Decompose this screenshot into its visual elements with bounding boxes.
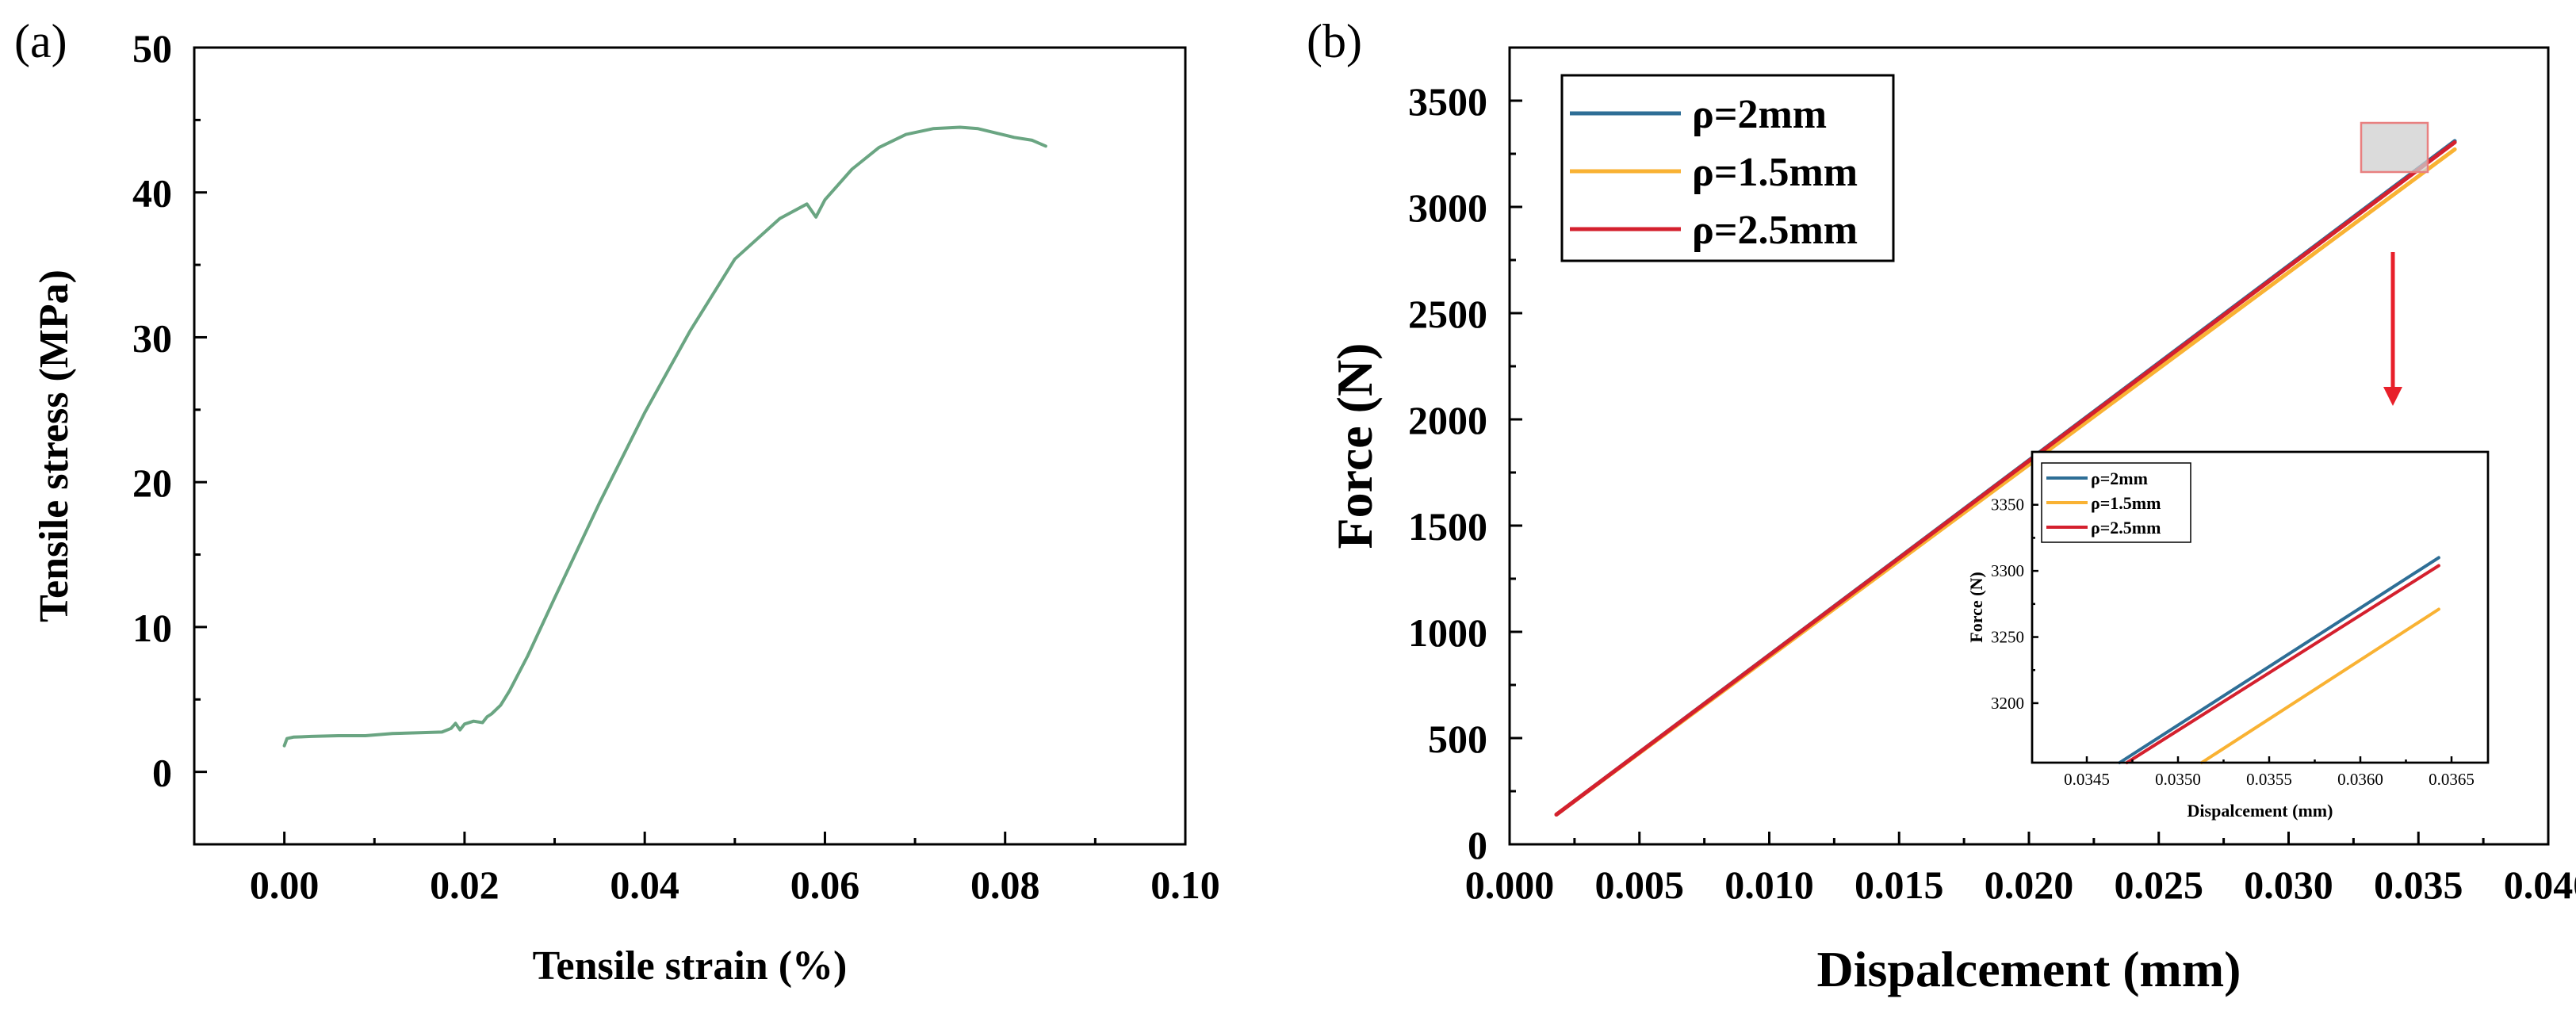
- panel-b-x-tick-label: 0.025: [2115, 863, 2204, 907]
- inset-y-tick-label: 3300: [1991, 561, 2024, 580]
- inset-y-axis-title: Force (N): [1966, 572, 1986, 642]
- inset-y-tick-label: 3250: [1991, 628, 2024, 647]
- panel-b-overlays: [2360, 121, 2429, 406]
- panel-b-x-tick-label: 0.030: [2244, 863, 2333, 907]
- panel-b-x-tick-label: 0.010: [1724, 863, 1814, 907]
- inset-y-tick-label: 3200: [1991, 694, 2024, 713]
- panel-b-y-tick-label: 1500: [1408, 504, 1487, 549]
- inset-x-tick-label: 0.0350: [2155, 770, 2201, 789]
- panel-b-y-tick-label: 0: [1468, 823, 1487, 867]
- inset-y-tick-label: 3350: [1991, 495, 2024, 515]
- panel-a-x-axis-title: Tensile strain (%): [533, 943, 848, 989]
- panel-b-y-tick-label: 3500: [1408, 79, 1487, 124]
- panel-a-x-tick-label: 0.08: [970, 863, 1040, 907]
- inset-legend-label: ρ=1.5mm: [2091, 493, 2161, 513]
- panel-a-x-tick-label: 0.00: [250, 863, 320, 907]
- panel-b-x-tick-label: 0.040: [2504, 863, 2576, 907]
- panel-b-plot: 0.000 0.005 0.010 0.015 0.020 0.025 0.030 0.035…: [1326, 46, 2576, 997]
- panel-b-x-tick-label: 0.000: [1465, 863, 1555, 907]
- inset-series-2-line: [2125, 564, 2440, 764]
- inset-legend-label: ρ=2mm: [2091, 469, 2148, 488]
- panel-a-x-tick-label: 0.10: [1150, 863, 1220, 907]
- panel-b-legend-label: ρ=1.5mm: [1692, 150, 1858, 195]
- inset-series-0-line: [2118, 556, 2440, 764]
- panel-a-x-tick-label: 0.04: [610, 863, 679, 907]
- panel-a-y-tick-label: 40: [132, 171, 172, 216]
- panel-a-series-0-line: [282, 125, 1047, 748]
- panel-a-y-tick-label: 30: [132, 316, 172, 360]
- inset-plot: 0.0345 0.0350 0.0355 0.0360 0.0365 3200 3250 33…: [1966, 450, 2490, 821]
- zoom-arrow-head: [2383, 387, 2402, 406]
- panel-a-label: (a): [14, 15, 67, 67]
- panel-a-y-tick-label: 50: [132, 26, 172, 71]
- panel-b-x-axis-title: Dispalcement (mm): [1817, 941, 2241, 997]
- panel-b-y-tick-label: 3000: [1408, 186, 1487, 230]
- panel-a-plot: 0.00 0.02 0.04 0.06 0.08 0.10 0 10 20 30 40 50 Tensi…: [32, 26, 1220, 989]
- panel-b-legend-label: ρ=2mm: [1692, 92, 1827, 137]
- inset-x-tick-label: 0.0345: [2064, 770, 2110, 789]
- panel-b-y-tick-label: 2000: [1408, 398, 1487, 442]
- panel-b-y-tick-label: 1000: [1408, 610, 1487, 655]
- inset-x-axis-title: Dispalcement (mm): [2187, 801, 2333, 821]
- panel-a-y-tick-label: 0: [152, 751, 172, 795]
- zoom-region-highlight: [2360, 121, 2429, 174]
- inset-legend-label: ρ=2.5mm: [2091, 518, 2161, 538]
- panel-a-plot-frame: [193, 46, 1187, 846]
- panel-b-y-tick-label: 2500: [1408, 292, 1487, 336]
- inset-series-1-line: [2199, 607, 2440, 764]
- inset-x-tick-label: 0.0360: [2337, 770, 2383, 789]
- inset-x-tick-label: 0.0365: [2429, 770, 2475, 789]
- panel-a-x-tick-label: 0.02: [430, 863, 500, 907]
- panel-a-y-axis-title: Tensile stress (MPa): [32, 270, 77, 622]
- panel-a-y-tick-label: 10: [132, 606, 172, 650]
- panel-b-legend-label: ρ=2.5mm: [1692, 208, 1858, 253]
- panel-b-x-tick-label: 0.005: [1595, 863, 1685, 907]
- panel-b-x-tick-label: 0.035: [2374, 863, 2463, 907]
- panel-b-series-2-line: [1554, 140, 2457, 817]
- panel-b-y-tick-label: 500: [1428, 717, 1487, 761]
- panel-b-y-axis-title: Force (N): [1326, 343, 1383, 549]
- panel-a-y-tick-label: 20: [132, 461, 172, 505]
- panel-b-label: (b): [1307, 15, 1362, 67]
- inset-legend-box: [2041, 462, 2191, 543]
- panel-b-x-tick-label: 0.020: [1985, 863, 2074, 907]
- inset-x-tick-label: 0.0355: [2246, 770, 2292, 789]
- panel-a-x-tick-label: 0.06: [790, 863, 860, 907]
- inset-plot-frame: [2031, 450, 2490, 764]
- panel-b-x-tick-label: 0.015: [1854, 863, 1944, 907]
